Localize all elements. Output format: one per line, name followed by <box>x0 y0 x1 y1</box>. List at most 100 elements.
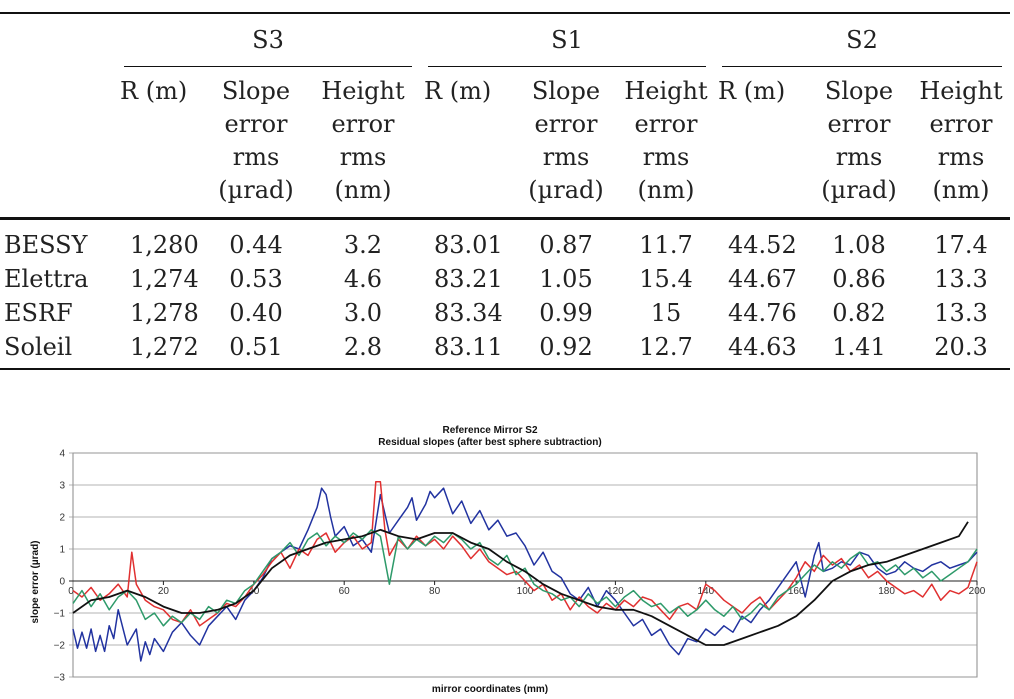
table-cell: 1,280 <box>130 231 199 259</box>
table-cell: 0.92 <box>539 333 593 361</box>
table-cell: 0.40 <box>229 299 283 327</box>
table-cell: 12.7 <box>639 333 693 361</box>
x-tick-label: 200 <box>969 586 986 597</box>
header-s3-slope-error: Slope error rms (µrad) <box>206 67 306 219</box>
table-cell: 83.11 <box>434 333 503 361</box>
header-s2-height-error: Height error rms (nm) <box>912 67 1010 219</box>
table-cell: 0.51 <box>229 333 283 361</box>
header-line: Slope <box>221 77 291 105</box>
row-label: Soleil <box>4 333 73 361</box>
x-origin-label: 0 <box>68 586 74 597</box>
header-s2-slope-error: Slope error rms (µrad) <box>806 67 912 219</box>
row-label-header <box>0 67 116 219</box>
x-tick-label: 140 <box>697 586 714 597</box>
x-tick-label: 180 <box>878 586 895 597</box>
table-cell: 20.3 <box>934 333 988 361</box>
header-line: error <box>534 110 598 138</box>
table-cell: 44.67 <box>728 265 797 293</box>
table-cell: 11.7 <box>639 231 693 259</box>
table-row: ESRF 1,278 0.40 3.0 83.34 0.99 15 44.76 0.82 13.3 <box>0 296 1010 330</box>
header-line: (µrad) <box>528 176 604 204</box>
table-cell: 3.2 <box>343 231 383 259</box>
header-line: error <box>929 110 993 138</box>
header-s2-radius: R (m) <box>714 67 806 219</box>
y-tick-label: 1 <box>59 545 65 556</box>
results-table: S3 S1 S2 R (m) Slope error rms (µrad) Height e… <box>0 12 1010 370</box>
y-tick-label: 4 <box>59 449 65 460</box>
header-s3-radius: R (m) <box>116 67 206 219</box>
header-line: R (m) <box>718 77 786 105</box>
table-row: BESSY 1,280 0.44 3.2 83.01 0.87 11.7 44.52 1.08 1… <box>0 219 1010 263</box>
table-cell: 15.4 <box>639 265 693 293</box>
group-header-row: S3 S1 S2 <box>0 13 1010 67</box>
chart-subtitle: Residual slopes (after best sphere subtr… <box>378 437 601 448</box>
table-cell: 83.01 <box>434 231 503 259</box>
header-line: R (m) <box>120 77 188 105</box>
x-tick-label: 100 <box>517 586 534 597</box>
y-tick-labels: 4 3 2 1 0 −1 −2 −3 <box>54 449 66 684</box>
header-line: rms <box>232 143 280 171</box>
header-line: Height <box>321 77 405 105</box>
header-line: rms <box>835 143 883 171</box>
table-cell: 15 <box>650 299 682 327</box>
chart-series <box>72 481 978 662</box>
table-cell: 44.76 <box>728 299 797 327</box>
header-line: Height <box>624 77 708 105</box>
row-label: Elettra <box>4 265 89 293</box>
header-line: rms <box>937 143 985 171</box>
chart-title: Reference Mirror S2 <box>442 425 537 436</box>
table-cell: 1,272 <box>130 333 199 361</box>
table-body: BESSY 1,280 0.44 3.2 83.01 0.87 11.7 44.52 1.08 1… <box>0 218 1010 369</box>
table-cell: 2.8 <box>343 333 383 361</box>
y-tick-label: −3 <box>54 673 66 684</box>
table-cell: 3.0 <box>343 299 383 327</box>
table-row: Elettra 1,274 0.53 4.6 83.21 1.05 15.4 44.67 0.8… <box>0 262 1010 296</box>
header-line: error <box>827 110 891 138</box>
header-line: Slope <box>824 77 894 105</box>
table-cell: 0.86 <box>832 265 886 293</box>
row-label: ESRF <box>4 299 73 327</box>
table-cell: 13.3 <box>934 265 988 293</box>
header-line: (nm) <box>932 176 990 204</box>
x-tick-label: 20 <box>158 586 170 597</box>
y-tick-label: 2 <box>59 513 65 524</box>
table-cell: 1,278 <box>130 299 199 327</box>
row-label: BESSY <box>4 231 88 259</box>
table-cell: 1,274 <box>130 265 199 293</box>
table-cell: 13.3 <box>934 299 988 327</box>
header-line: Height <box>919 77 1003 105</box>
y-tick-label: −2 <box>54 641 66 652</box>
table-cell: 44.52 <box>728 231 797 259</box>
table-cell: 1.41 <box>832 333 886 361</box>
y-tick-label: 0 <box>59 577 65 588</box>
table-cell: 1.05 <box>539 265 593 293</box>
header-line: error <box>224 110 288 138</box>
header-s1-radius: R (m) <box>420 67 514 219</box>
x-axis-label: mirror coordinates (mm) <box>432 684 548 695</box>
series-blue-line <box>72 487 978 662</box>
header-line: (µrad) <box>821 176 897 204</box>
header-line: R (m) <box>424 77 492 105</box>
header-line: error <box>331 110 395 138</box>
table-cell: 0.53 <box>229 265 283 293</box>
chart-grid <box>69 452 978 678</box>
header-line: Slope <box>531 77 601 105</box>
table-cell: 1.08 <box>832 231 886 259</box>
x-tick-label: 160 <box>788 586 805 597</box>
header-line: (nm) <box>334 176 392 204</box>
table-cell: 83.34 <box>434 299 503 327</box>
subheader-row: R (m) Slope error rms (µrad) Height error rms (n… <box>0 67 1010 219</box>
header-line: (nm) <box>637 176 695 204</box>
series-black-line <box>72 521 969 646</box>
series-green-line <box>72 529 978 627</box>
header-s1-height-error: Height error rms (nm) <box>618 67 714 219</box>
y-tick-label: 3 <box>59 481 65 492</box>
header-s3-height-error: Height error rms (nm) <box>306 67 420 219</box>
table-cell: 0.87 <box>539 231 593 259</box>
plot-frame <box>72 452 978 678</box>
table-cell: 0.99 <box>539 299 593 327</box>
results-table-wrap: S3 S1 S2 R (m) Slope error rms (µrad) Height e… <box>0 12 1010 370</box>
x-tick-label: 120 <box>607 586 624 597</box>
header-line: error <box>634 110 698 138</box>
x-tick-label: 80 <box>429 586 441 597</box>
